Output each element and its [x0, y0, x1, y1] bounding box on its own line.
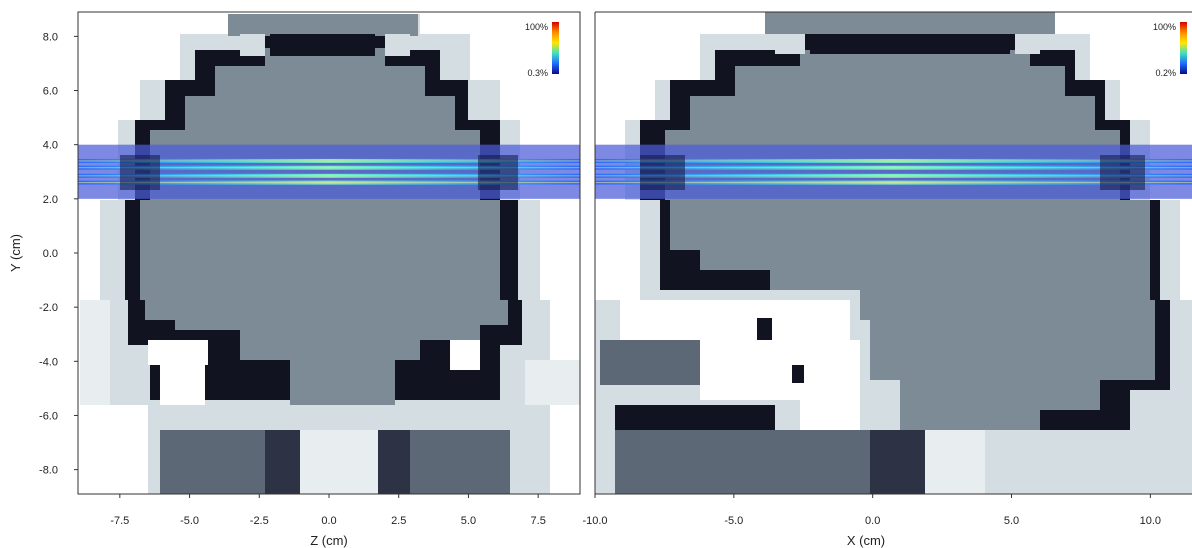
beam-core-right-0 [595, 182, 1192, 184]
x-tick-label-right: -10.0 [582, 515, 607, 527]
y-tick-label-left: -4.0 [39, 356, 58, 368]
y-tick-label-left: 6.0 [43, 86, 58, 98]
air-patch-right-2 [700, 340, 810, 400]
air-patch-1 [148, 340, 208, 365]
y-tick-label-left: -8.0 [39, 465, 58, 477]
air-patch-3 [450, 340, 480, 370]
x-tick-label-left: 2.5 [391, 515, 406, 527]
beam-lines-right [595, 158, 1192, 185]
x-tick-label-right: 10.0 [1140, 515, 1161, 527]
air-corner-left [78, 405, 148, 494]
fat-cap-right-b [1015, 34, 1040, 54]
colorbar-max-left: 100% [525, 22, 548, 32]
beam-core-left-3 [78, 160, 580, 162]
bone-cap [270, 34, 375, 56]
soft-tissue-brain [140, 48, 508, 405]
x-axis-label-left: Z (cm) [310, 533, 348, 548]
beam-core-right-2 [595, 167, 1192, 169]
beam-lines-left [78, 158, 580, 185]
fat-patch-left [80, 300, 110, 405]
panel-right: 100% 0.2% -10.0 -5.0 0.0 5.0 10.0 X (cm) [582, 11, 1192, 548]
fat-cap-right [385, 34, 410, 56]
air-patch-right-3 [800, 340, 860, 430]
colorbar-max-right: 100% [1153, 22, 1176, 32]
dose-band-right [595, 144, 1192, 199]
beam-exit-left [478, 155, 518, 190]
muscle-region-bottom-left [160, 430, 270, 494]
beam-core-right-3 [595, 160, 1192, 162]
beam-core-left-1 [78, 175, 580, 177]
beam-exit-right [1100, 155, 1145, 190]
y-tick-label-left: 2.0 [43, 194, 58, 206]
tissue-map-left [78, 14, 580, 494]
x-ticks-left: -7.5 -5.0 -2.5 0.0 2.5 5.0 7.5 [110, 494, 546, 527]
air-patch-right-4 [925, 430, 985, 494]
y-tick-label-left: 8.0 [43, 31, 58, 43]
fat-patch-right [525, 360, 580, 405]
x-tick-label-left: -2.5 [250, 515, 269, 527]
colorbar-right [1180, 22, 1187, 74]
beam-core-left-0 [78, 182, 580, 184]
panel-left: 100% 0.3% -7.5 -5.0 -2.5 0.0 2.5 5.0 7.5 8.0 6.… [8, 11, 581, 548]
x-tick-label-left: -5.0 [180, 515, 199, 527]
y-ticks-left: 8.0 6.0 4.0 2.0 0.0 -2.0 -4.0 -6.0 -8.0 [39, 31, 78, 477]
y-tick-label-left: 4.0 [43, 140, 58, 152]
bone-speck-2 [792, 365, 804, 383]
bone-strip-lower [615, 405, 775, 430]
x-tick-label-left: 5.0 [461, 515, 476, 527]
fat-cap-left [240, 34, 265, 56]
air-region-bottom [300, 430, 378, 494]
colorbar-min-left: 0.3% [527, 68, 548, 78]
soft-tissue-cap-right [765, 12, 1055, 34]
x-axis-label-right: X (cm) [847, 533, 885, 548]
x-tick-label-left: 0.0 [321, 515, 336, 527]
tissue-map-right [595, 12, 1192, 494]
y-tick-label-left: 0.0 [43, 248, 58, 260]
bone-region-bottom-center [870, 430, 925, 494]
soft-tissue-cap [228, 14, 418, 36]
y-tick-label-left: -6.0 [39, 410, 58, 422]
x-tick-label-right: -5.0 [724, 515, 743, 527]
bone-cap-right [810, 34, 1010, 54]
x-tick-label-left: 7.5 [531, 515, 546, 527]
x-ticks-right: -10.0 -5.0 0.0 5.0 10.0 [582, 494, 1161, 527]
colorbar-left [552, 22, 559, 74]
muscle-region-bottom-right-panel [615, 430, 895, 494]
x-tick-label-right: 0.0 [865, 515, 880, 527]
x-tick-label-right: 5.0 [1004, 515, 1019, 527]
beam-entry-right [640, 155, 685, 190]
y-tick-label-left: -2.0 [39, 302, 58, 314]
colorbar-min-right: 0.2% [1155, 68, 1176, 78]
fat-cap-right-a [775, 34, 805, 54]
x-tick-label-left: -7.5 [110, 515, 129, 527]
beam-core-right-1 [595, 175, 1192, 177]
y-axis-label-left: Y (cm) [8, 234, 23, 272]
air-corner-right [550, 405, 580, 494]
beam-core-left-2 [78, 167, 580, 169]
beam-entry-left [120, 155, 160, 190]
air-patch-2 [160, 365, 205, 405]
bone-speck-1 [757, 318, 772, 340]
bone-region-bottom-right [378, 430, 410, 494]
air-patch-right-1 [620, 300, 850, 340]
bone-region-bottom-left [265, 430, 300, 494]
muscle-region-mid-left [600, 340, 700, 385]
